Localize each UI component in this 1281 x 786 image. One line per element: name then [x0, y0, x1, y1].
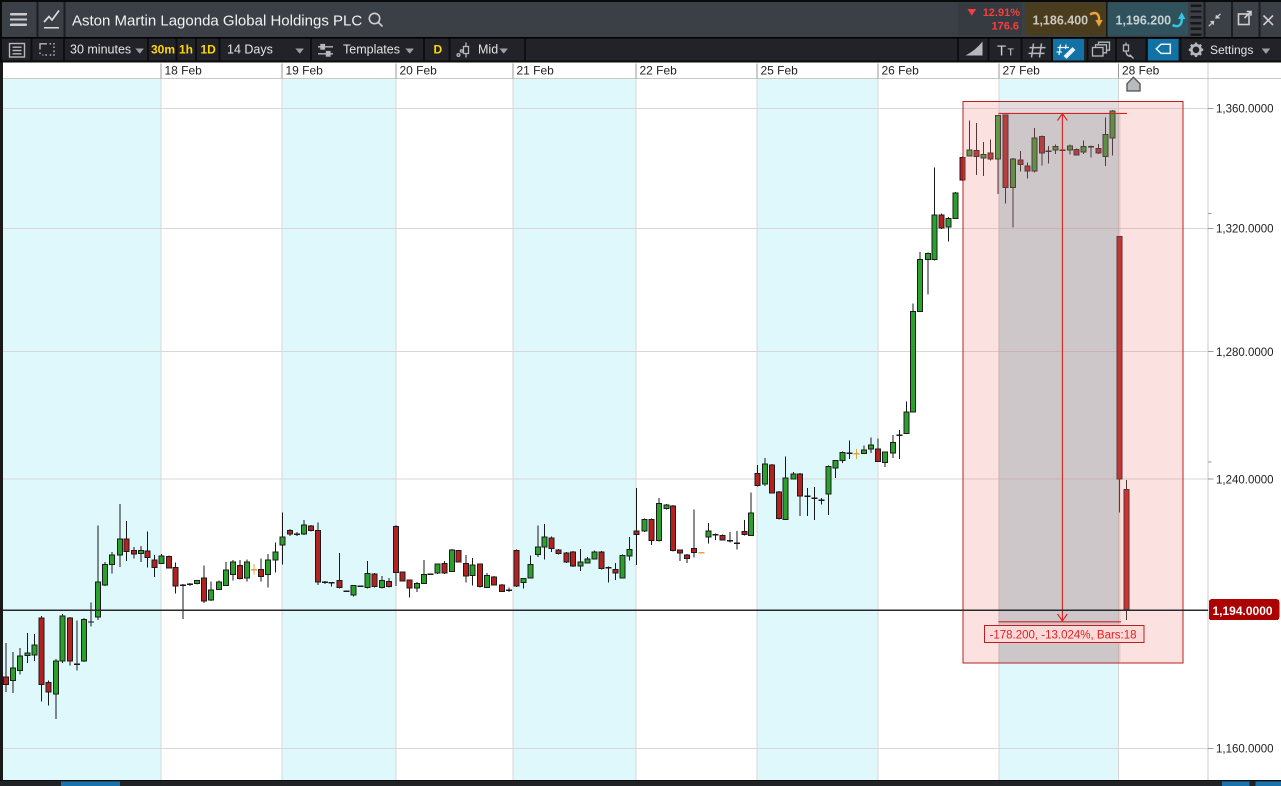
svg-text:1D: 1D	[201, 43, 217, 57]
svg-text:20 Feb: 20 Feb	[400, 64, 438, 78]
svg-text:Aston Martin Lagonda Global Ho: Aston Martin Lagonda Global Holdings PLC	[72, 13, 362, 30]
svg-text:28 Feb: 28 Feb	[1122, 64, 1160, 78]
svg-text:18 Feb: 18 Feb	[165, 64, 203, 78]
svg-text:1,320.0000: 1,320.0000	[1216, 224, 1274, 236]
svg-text:176.6: 176.6	[991, 21, 1019, 33]
svg-text:1,186.400: 1,186.400	[1033, 14, 1089, 28]
svg-text:-178.200, -13.024%, Bars:18: -178.200, -13.024%, Bars:18	[990, 630, 1137, 642]
svg-text:D: D	[434, 43, 443, 57]
svg-text:Templates: Templates	[343, 43, 400, 57]
svg-text:1h: 1h	[179, 43, 193, 57]
svg-text:1,280.0000: 1,280.0000	[1216, 347, 1274, 359]
svg-text:12.91%: 12.91%	[983, 7, 1021, 19]
svg-text:22 Feb: 22 Feb	[640, 64, 678, 78]
svg-text:19 Feb: 19 Feb	[286, 64, 324, 78]
svg-text:1,360.0000: 1,360.0000	[1216, 104, 1274, 116]
svg-text:26 Feb: 26 Feb	[882, 64, 920, 78]
svg-text:27 Feb: 27 Feb	[1003, 64, 1041, 78]
svg-text:Settings: Settings	[1210, 43, 1253, 57]
svg-text:14 Days: 14 Days	[227, 43, 273, 57]
svg-text:30m: 30m	[151, 43, 175, 57]
svg-text:30 minutes: 30 minutes	[70, 43, 131, 57]
svg-text:T: T	[997, 43, 1006, 60]
svg-text:25 Feb: 25 Feb	[761, 64, 799, 78]
svg-text:T: T	[1008, 47, 1015, 59]
svg-text:1,196.200: 1,196.200	[1116, 14, 1172, 28]
svg-text:1,240.0000: 1,240.0000	[1216, 474, 1274, 486]
svg-text:21 Feb: 21 Feb	[517, 64, 555, 78]
svg-text:Mid: Mid	[478, 43, 498, 57]
svg-text:1,160.0000: 1,160.0000	[1216, 744, 1274, 756]
svg-text:1,194.0000: 1,194.0000	[1213, 604, 1273, 618]
